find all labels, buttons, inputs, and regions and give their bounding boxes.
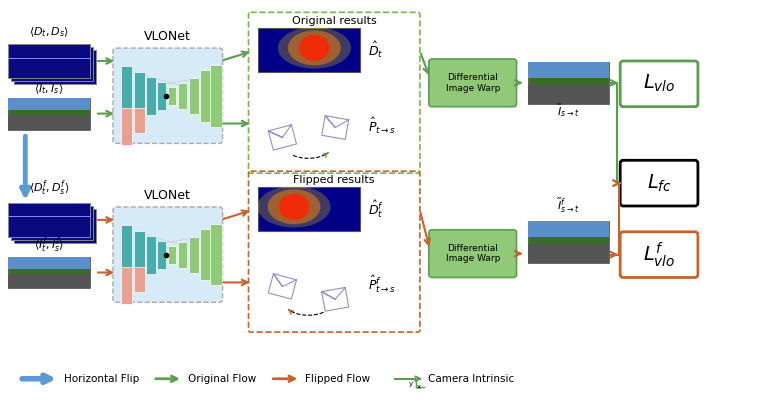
FancyBboxPatch shape [168, 87, 176, 105]
FancyBboxPatch shape [9, 115, 90, 130]
FancyBboxPatch shape [620, 160, 698, 206]
Ellipse shape [258, 186, 330, 227]
FancyBboxPatch shape [157, 241, 166, 269]
Text: $\hat{P}_{t\to s}$: $\hat{P}_{t\to s}$ [368, 116, 396, 136]
Text: Differential
Image Warp: Differential Image Warp [445, 244, 500, 263]
FancyBboxPatch shape [121, 225, 132, 284]
FancyBboxPatch shape [9, 44, 90, 78]
FancyBboxPatch shape [527, 62, 609, 104]
Text: y: y [409, 381, 413, 387]
Text: Original Flow: Original Flow [187, 374, 256, 384]
Text: $\langle D^f_t, D^f_s \rangle$: $\langle D^f_t, D^f_s \rangle$ [29, 179, 70, 198]
FancyBboxPatch shape [527, 85, 609, 104]
Ellipse shape [288, 30, 341, 65]
FancyBboxPatch shape [527, 221, 609, 237]
FancyBboxPatch shape [200, 70, 211, 122]
FancyBboxPatch shape [9, 257, 90, 269]
FancyBboxPatch shape [121, 107, 132, 145]
Text: Flipped Flow: Flipped Flow [305, 374, 370, 384]
Text: Camera Intrinsic: Camera Intrinsic [428, 374, 514, 384]
FancyBboxPatch shape [527, 221, 609, 263]
FancyBboxPatch shape [9, 98, 90, 130]
FancyBboxPatch shape [527, 244, 609, 263]
FancyBboxPatch shape [113, 48, 223, 143]
FancyBboxPatch shape [121, 66, 132, 126]
FancyBboxPatch shape [178, 242, 187, 267]
FancyBboxPatch shape [12, 47, 93, 81]
FancyBboxPatch shape [14, 50, 96, 84]
FancyBboxPatch shape [121, 267, 132, 304]
FancyBboxPatch shape [168, 246, 176, 263]
FancyBboxPatch shape [113, 207, 223, 302]
FancyBboxPatch shape [620, 61, 698, 107]
FancyBboxPatch shape [9, 98, 90, 110]
FancyBboxPatch shape [146, 236, 156, 274]
FancyBboxPatch shape [178, 83, 187, 109]
Text: Flipped results: Flipped results [294, 175, 375, 185]
FancyBboxPatch shape [259, 28, 360, 72]
Text: $\hat{D}_t$: $\hat{D}_t$ [368, 40, 383, 60]
Text: $L^f_{vlo}$: $L^f_{vlo}$ [643, 240, 676, 269]
FancyBboxPatch shape [429, 59, 516, 107]
Text: $\langle I^f_t, I^f_s \rangle$: $\langle I^f_t, I^f_s \rangle$ [34, 235, 64, 255]
FancyBboxPatch shape [200, 229, 211, 280]
Text: $\tilde{I}_{s\to t}$: $\tilde{I}_{s\to t}$ [557, 102, 580, 119]
FancyBboxPatch shape [146, 77, 156, 115]
FancyBboxPatch shape [134, 231, 145, 278]
FancyBboxPatch shape [527, 62, 609, 78]
FancyBboxPatch shape [134, 107, 145, 133]
Text: Differential
Image Warp: Differential Image Warp [445, 73, 500, 93]
FancyBboxPatch shape [209, 224, 222, 285]
Text: $\hat{P}^f_{t\to s}$: $\hat{P}^f_{t\to s}$ [368, 274, 396, 295]
FancyBboxPatch shape [9, 257, 90, 288]
FancyBboxPatch shape [12, 206, 93, 240]
Ellipse shape [268, 189, 320, 224]
FancyBboxPatch shape [189, 237, 198, 273]
Ellipse shape [279, 194, 309, 220]
Text: Original results: Original results [292, 16, 376, 26]
FancyBboxPatch shape [134, 72, 145, 120]
FancyBboxPatch shape [259, 187, 360, 231]
FancyBboxPatch shape [14, 209, 96, 243]
Text: x: x [417, 384, 421, 390]
FancyBboxPatch shape [9, 203, 90, 237]
Text: $\tilde{I}^f_{s\to t}$: $\tilde{I}^f_{s\to t}$ [557, 197, 580, 215]
Ellipse shape [278, 27, 351, 69]
Text: $\langle I_t, I_s \rangle$: $\langle I_t, I_s \rangle$ [34, 82, 64, 96]
Text: VLONet: VLONet [144, 189, 191, 202]
Text: Horizontal Flip: Horizontal Flip [64, 374, 140, 384]
Ellipse shape [299, 35, 330, 61]
FancyBboxPatch shape [157, 82, 166, 109]
Text: $L_{vlo}$: $L_{vlo}$ [643, 73, 676, 95]
Text: $L_{fc}$: $L_{fc}$ [647, 173, 672, 194]
Text: $\langle D_t, D_s \rangle$: $\langle D_t, D_s \rangle$ [29, 25, 70, 39]
FancyBboxPatch shape [429, 230, 516, 278]
Text: VLONet: VLONet [144, 29, 191, 43]
FancyBboxPatch shape [620, 232, 698, 278]
FancyBboxPatch shape [134, 267, 145, 292]
Text: $\hat{D}^f_t$: $\hat{D}^f_t$ [368, 198, 384, 220]
FancyBboxPatch shape [9, 274, 90, 288]
FancyBboxPatch shape [189, 78, 198, 114]
FancyBboxPatch shape [209, 65, 222, 126]
